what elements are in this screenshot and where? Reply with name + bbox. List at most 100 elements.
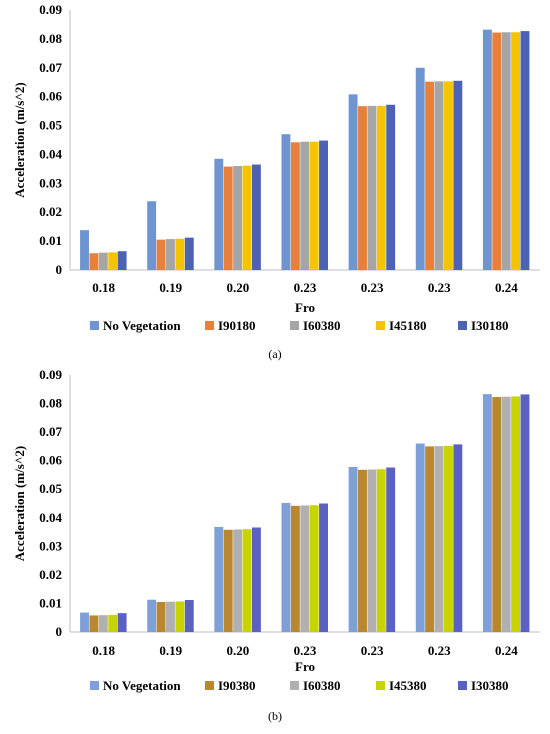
legend-label: I60380 [303, 678, 341, 693]
figure-caption: (b) [268, 709, 282, 723]
legend-label: I90380 [218, 678, 256, 693]
bar [166, 239, 175, 270]
bar [434, 446, 444, 632]
legend-swatch [290, 681, 299, 690]
x-axis-title: Fro [295, 300, 315, 315]
x-tick-label: 0.24 [495, 280, 518, 295]
legend-swatch [290, 321, 299, 330]
y-tick-label: 0.09 [39, 367, 62, 382]
x-tick-label: 0.23 [361, 643, 384, 658]
y-tick-label: 0.08 [39, 31, 62, 46]
legend-swatch [90, 681, 99, 690]
bar [223, 166, 233, 270]
bar [242, 165, 252, 270]
x-tick-label: 0.19 [159, 643, 182, 658]
bar [175, 238, 185, 270]
bar [156, 602, 166, 632]
legend-label: No Vegetation [103, 678, 181, 693]
bar [98, 615, 108, 632]
x-tick-label: 0.23 [428, 280, 451, 295]
y-tick-label: 0.05 [39, 481, 62, 496]
legend-swatch [458, 321, 467, 330]
bar [482, 29, 492, 271]
y-tick-label: 0.04 [39, 146, 62, 161]
bar [319, 140, 328, 270]
bar [309, 505, 319, 632]
bar [386, 104, 396, 270]
bar [501, 32, 511, 270]
bar [434, 81, 444, 270]
y-tick-label: 0.01 [39, 595, 62, 610]
bar [425, 81, 435, 271]
y-tick-label: 0.01 [39, 233, 62, 248]
legend-label: I45380 [389, 678, 427, 693]
bar [367, 469, 377, 632]
bar [156, 239, 166, 270]
legend-swatch [458, 681, 467, 690]
bar [453, 80, 463, 271]
bar [147, 599, 157, 632]
legend-swatch [205, 681, 214, 690]
bar [376, 105, 386, 271]
bar [511, 396, 521, 632]
y-tick-label: 0.05 [39, 118, 62, 133]
legend-swatch [376, 321, 385, 330]
x-tick-label: 0.24 [495, 643, 518, 658]
x-tick-label: 0.18 [92, 280, 115, 295]
legend-swatch [205, 321, 214, 330]
bar [309, 141, 319, 270]
y-tick-label: 0.04 [39, 510, 62, 525]
bar [367, 105, 377, 271]
y-axis-title: Acceleration (m/s^2) [12, 82, 27, 197]
bar [376, 469, 386, 632]
bar [233, 166, 243, 270]
bar [300, 505, 310, 632]
bar [290, 505, 300, 632]
bar [520, 394, 530, 632]
bar [108, 614, 118, 632]
y-tick-label: 0.08 [39, 396, 62, 411]
bar [290, 142, 300, 270]
figure-caption: (a) [268, 347, 281, 361]
bar [89, 253, 99, 270]
bar [214, 158, 224, 270]
y-tick-label: 0.07 [39, 424, 62, 439]
y-tick-label: 0.07 [39, 60, 62, 75]
legend-swatch [90, 321, 99, 330]
x-tick-label: 0.23 [294, 643, 317, 658]
bar [482, 394, 492, 632]
y-tick-label: 0.02 [39, 204, 62, 219]
y-tick-label: 0.09 [39, 2, 62, 17]
y-tick-label: 0 [56, 262, 63, 277]
x-tick-label: 0.20 [226, 643, 249, 658]
bar [281, 134, 291, 270]
bar [492, 32, 502, 271]
bar [492, 396, 502, 632]
bar [80, 612, 89, 632]
bar [214, 526, 224, 632]
bar [251, 527, 261, 632]
bar [147, 201, 157, 270]
bar [108, 252, 118, 270]
bar [443, 445, 453, 632]
bar [415, 67, 425, 271]
y-tick-label: 0.06 [39, 89, 62, 104]
legend-label: I30380 [471, 678, 509, 693]
y-tick-label: 0.03 [39, 538, 62, 553]
bar [98, 252, 108, 270]
bar [184, 600, 194, 632]
bar [386, 467, 396, 632]
bar [80, 230, 89, 270]
x-tick-label: 0.23 [361, 280, 384, 295]
x-tick-label: 0.20 [226, 280, 249, 295]
bar [520, 31, 530, 271]
y-tick-label: 0 [56, 624, 63, 639]
bar [358, 469, 367, 632]
legend-label: No Vegetation [103, 318, 181, 333]
bar [300, 141, 310, 270]
x-tick-label: 0.19 [159, 280, 182, 295]
bar [348, 466, 358, 632]
bar [184, 237, 194, 270]
bar [251, 164, 261, 270]
